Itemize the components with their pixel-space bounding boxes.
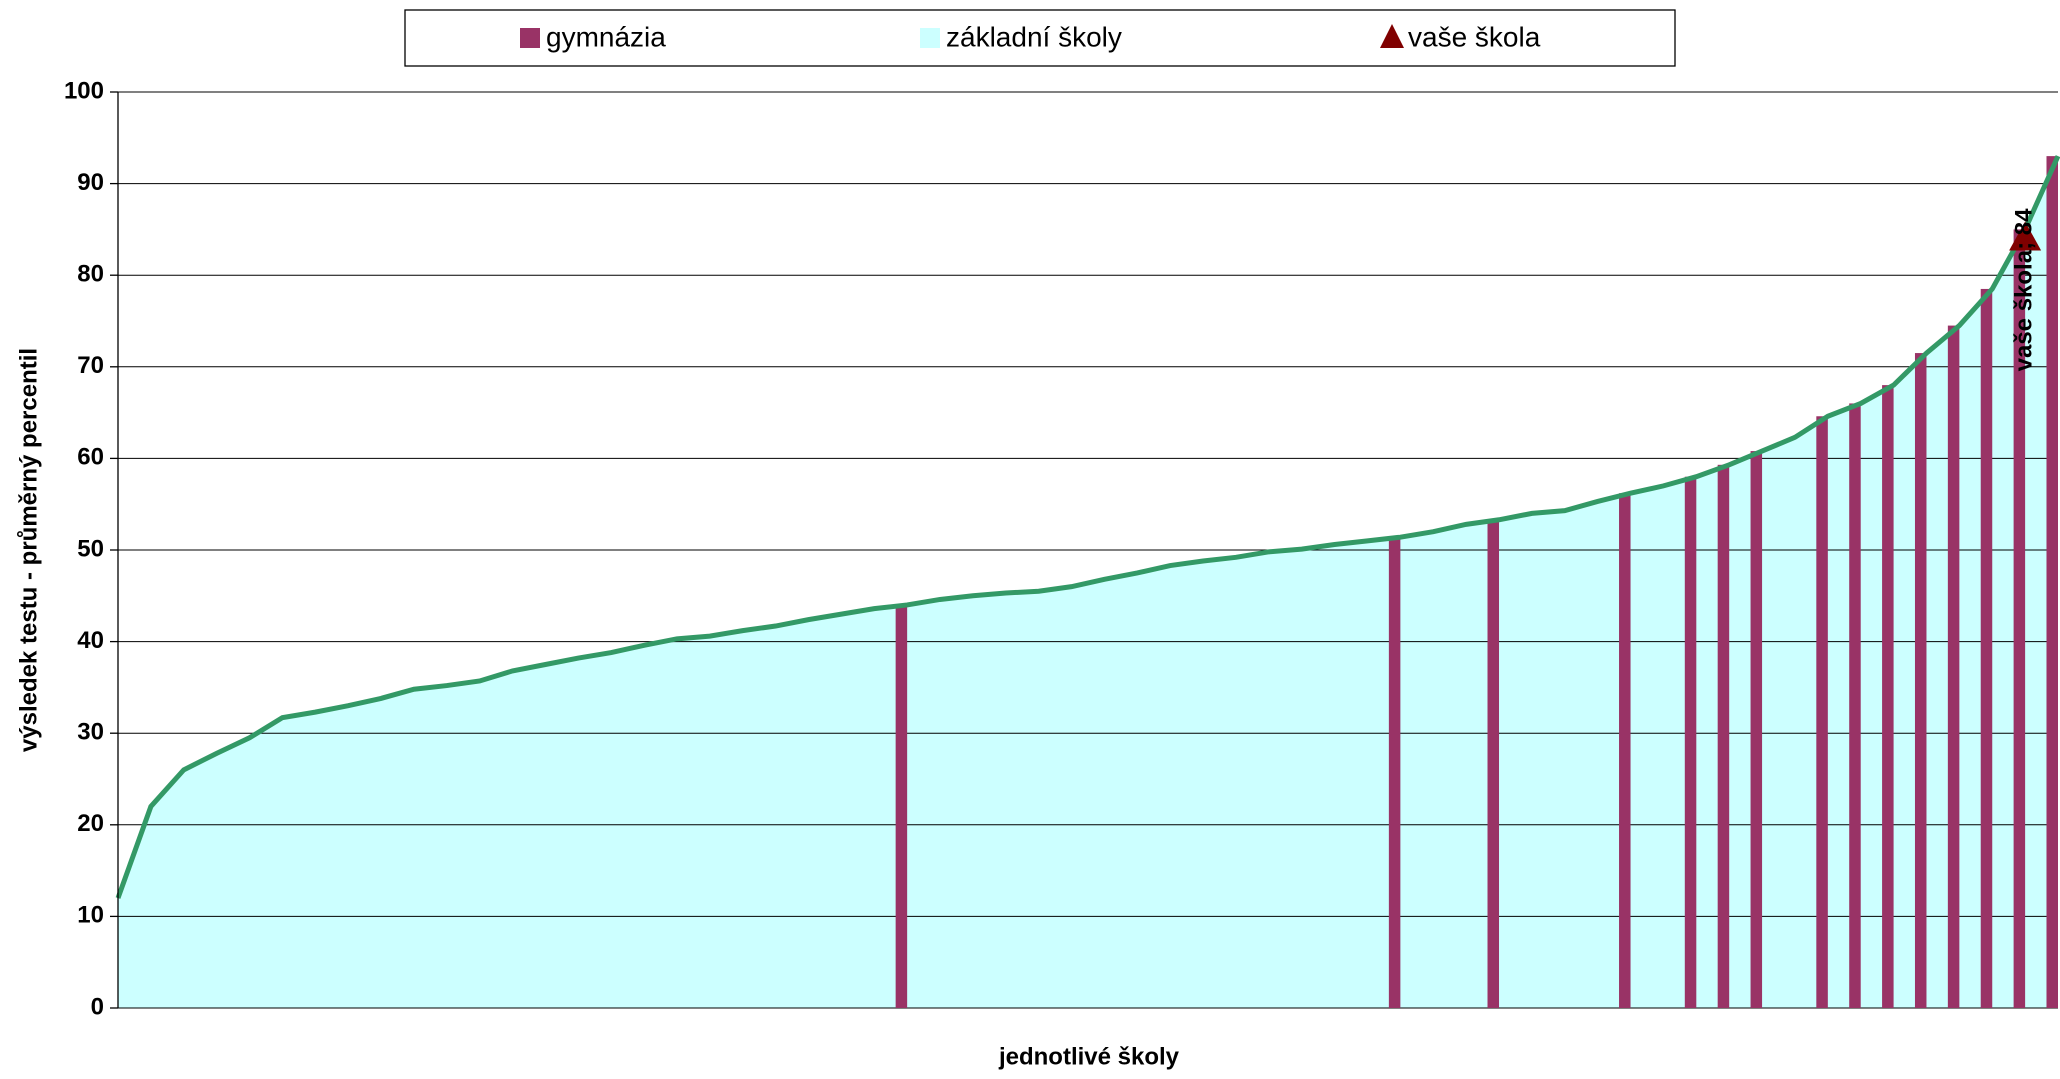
x-axis-title: jednotlivé školy xyxy=(998,1043,1180,1070)
y-tick-label: 40 xyxy=(77,627,104,654)
legend-swatch xyxy=(520,28,540,48)
bar xyxy=(1619,493,1631,1008)
y-tick-label: 30 xyxy=(77,719,104,746)
y-tick-label: 60 xyxy=(77,444,104,471)
area xyxy=(118,156,2058,1008)
legend-swatch xyxy=(920,28,940,48)
y-tick-label: 100 xyxy=(64,77,104,104)
bar xyxy=(2013,229,2026,1008)
bar xyxy=(2046,156,2058,1008)
legend-box xyxy=(404,9,1676,67)
bar xyxy=(1487,519,1500,1008)
bar xyxy=(1750,451,1763,1008)
y-tick-label: 50 xyxy=(77,535,104,562)
bar xyxy=(1947,325,1960,1009)
bar xyxy=(1816,416,1828,1008)
bar xyxy=(1882,385,1894,1008)
y-tick-label: 20 xyxy=(77,810,104,837)
bar xyxy=(1980,288,1993,1008)
y-tick-label: 90 xyxy=(77,169,104,196)
y-tick-label: 0 xyxy=(91,993,104,1020)
y-tick-label: 80 xyxy=(77,261,104,288)
marker xyxy=(2009,221,2042,251)
bar xyxy=(1914,353,1927,1008)
legend-swatch xyxy=(1380,24,1404,48)
legend-label: vaše škola xyxy=(1408,21,1541,52)
legend-label: gymnázia xyxy=(546,21,666,52)
bar xyxy=(1684,476,1697,1009)
legend-label: základní školy xyxy=(946,21,1122,52)
y-tick-label: 70 xyxy=(77,352,104,379)
y-tick-label: 10 xyxy=(77,902,104,929)
bar xyxy=(1717,464,1730,1008)
y-axis-title: výsledek testu - průměrný percentil xyxy=(15,348,42,752)
bar xyxy=(895,604,908,1008)
bar xyxy=(1388,537,1401,1008)
bar xyxy=(1849,403,1861,1008)
annotation: vaše škola; 84 xyxy=(2010,208,2037,371)
line xyxy=(115,155,2060,899)
